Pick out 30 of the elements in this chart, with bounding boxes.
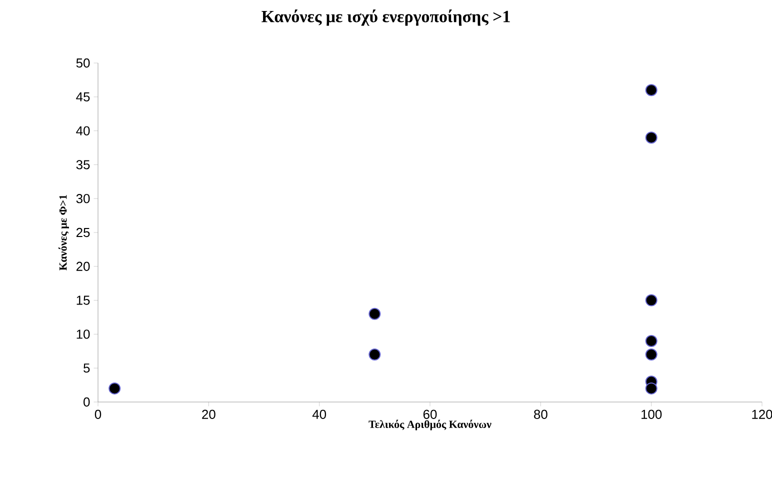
x-tick-label: 60 [423, 410, 437, 419]
point [108, 382, 121, 394]
x-tick-label: 100 [642, 410, 662, 419]
x-tick-label: 40 [312, 410, 326, 419]
y-tick-label: 50 [76, 58, 90, 68]
point [645, 294, 658, 306]
point [645, 382, 658, 394]
x-axis-title: Τελικός Αριθμός Κανόνων [368, 420, 492, 430]
x-tick-label: 80 [534, 410, 548, 419]
x-tick-label: 120 [752, 410, 772, 419]
chart-title: Κανόνες με ισχύ ενεργοποίησης >1 [262, 10, 510, 26]
x-tick-label: 0 [94, 410, 102, 419]
point [368, 348, 381, 361]
y-tick-label: 40 [76, 126, 90, 136]
y-tick-label: 0 [84, 397, 90, 407]
point [645, 132, 658, 144]
point [645, 84, 658, 96]
y-tick-label: 20 [76, 262, 90, 271]
y-tick-label: 25 [76, 228, 90, 238]
point [645, 334, 658, 347]
y-tick-label: 35 [76, 160, 90, 170]
point [368, 308, 381, 320]
y-tick-label: 30 [76, 194, 90, 204]
x-tick-label: 20 [202, 410, 216, 419]
y-tick-label: 5 [84, 364, 90, 373]
point [645, 348, 658, 361]
y-axis-title: Κανόνες με Φ>1 [58, 194, 69, 270]
y-tick-label: 45 [76, 92, 90, 102]
y-tick-label: 10 [76, 330, 90, 339]
y-tick-label: 15 [76, 296, 90, 305]
